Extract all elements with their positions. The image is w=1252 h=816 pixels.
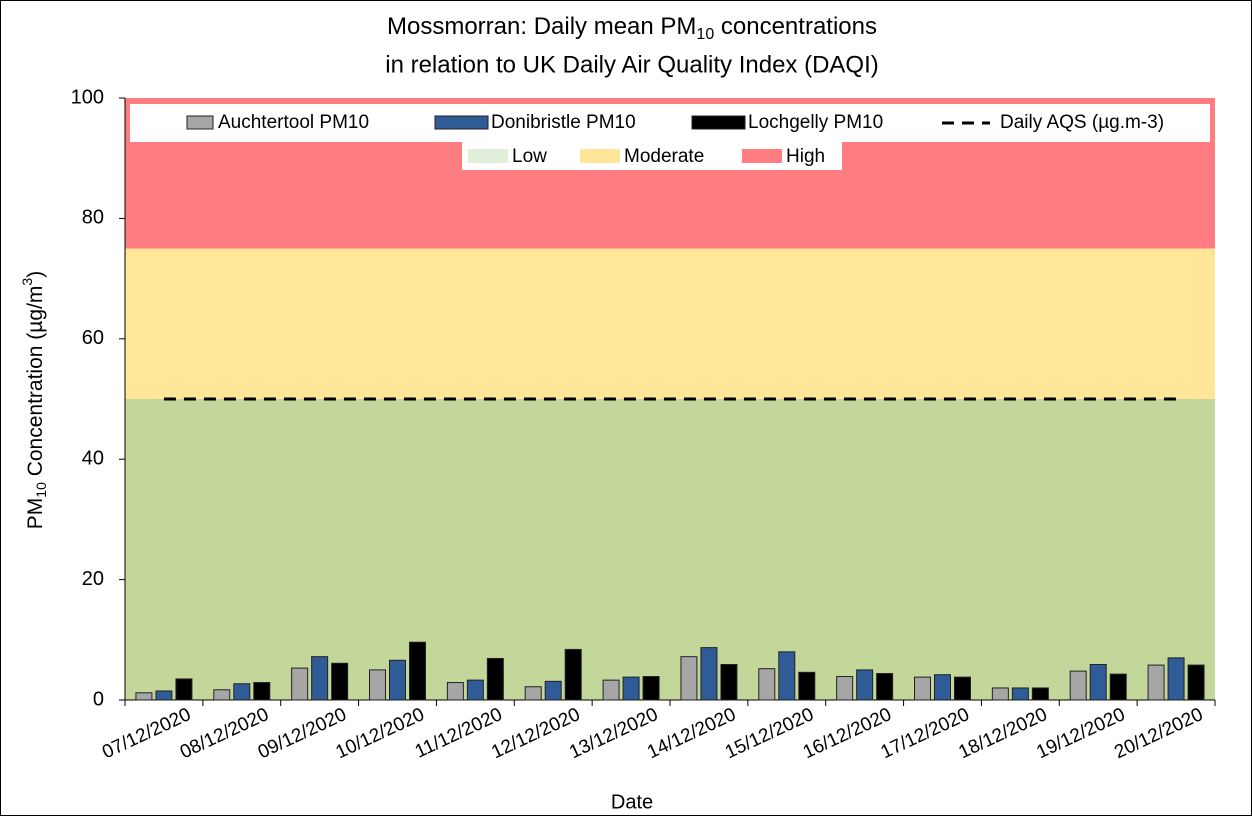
y-tick-label: 80 <box>82 207 104 229</box>
label-sub: 10 <box>33 482 49 498</box>
bar <box>758 668 776 701</box>
bar <box>253 682 271 701</box>
label-part: ) <box>24 271 47 278</box>
bar <box>564 648 582 701</box>
bar <box>836 676 854 701</box>
chart-title: in relation to UK Daily Air Quality Inde… <box>385 51 879 78</box>
bar <box>544 680 562 701</box>
chart-title: Mossmorran: Daily mean PM10 concentratio… <box>387 13 877 43</box>
y-tick-label: 40 <box>82 447 104 469</box>
bar <box>446 682 464 701</box>
bar <box>233 683 251 701</box>
bar <box>213 689 231 701</box>
bar <box>486 657 504 701</box>
legend-swatch <box>742 149 782 163</box>
bar <box>155 690 173 701</box>
y-tick-label: 60 <box>82 327 104 349</box>
bar <box>991 687 1009 701</box>
title-sub: 10 <box>696 26 714 43</box>
bar <box>175 678 193 701</box>
bar <box>720 663 738 701</box>
bar <box>466 679 484 701</box>
bar <box>680 656 698 701</box>
x-axis-label: Date <box>611 791 653 813</box>
legend-label: Daily AQS (µg.m-3) <box>1000 112 1164 133</box>
bar <box>1147 664 1165 701</box>
legend-label: Moderate <box>624 146 704 167</box>
bar <box>409 641 426 701</box>
aqi-band <box>125 399 1215 700</box>
bar <box>876 673 894 701</box>
title-part: concentrations <box>714 13 877 40</box>
bar <box>291 667 309 701</box>
label-part: PM <box>24 498 47 530</box>
aqi-band <box>125 248 1215 399</box>
bar <box>954 676 971 701</box>
bar <box>642 676 660 701</box>
bar <box>311 656 329 701</box>
legend-swatch <box>186 115 214 130</box>
bar <box>1089 663 1107 701</box>
legend-label: Donibristle PM10 <box>491 112 636 133</box>
bar <box>778 651 796 701</box>
title-part: Mossmorran: Daily mean PM <box>387 13 696 40</box>
legend-label: Low <box>512 146 547 167</box>
legend-label: Lochgelly PM10 <box>748 112 883 133</box>
bar <box>700 647 718 701</box>
legend-label: High <box>786 146 825 167</box>
bar <box>1109 673 1127 701</box>
legend-swatch <box>580 149 620 163</box>
bar <box>1031 687 1049 701</box>
y-tick-label: 20 <box>82 568 104 590</box>
bar <box>369 669 386 701</box>
bar <box>1167 657 1185 701</box>
y-axis-label: PM10 Concentration (µg/m3) <box>19 271 49 529</box>
legend-box <box>130 104 1210 142</box>
bar <box>331 662 349 701</box>
y-tick-label: 0 <box>93 688 104 710</box>
bar <box>798 671 816 701</box>
bar <box>389 659 406 701</box>
bar <box>1011 687 1029 701</box>
label-sup: 3 <box>19 278 35 286</box>
bar <box>524 686 542 701</box>
label-part: Concentration (µg/m <box>24 286 47 483</box>
bar <box>914 676 931 701</box>
legend-swatch <box>691 115 746 130</box>
bar <box>602 679 620 701</box>
bar <box>1187 664 1205 701</box>
legend-label: Auchtertool PM10 <box>218 112 369 133</box>
legend-swatch <box>434 115 489 130</box>
legend-swatch <box>468 149 508 163</box>
bar <box>622 676 640 701</box>
bar <box>934 674 951 701</box>
y-tick-label: 100 <box>71 86 104 108</box>
bar <box>135 692 153 701</box>
bar <box>1069 670 1087 701</box>
bar <box>856 669 874 701</box>
